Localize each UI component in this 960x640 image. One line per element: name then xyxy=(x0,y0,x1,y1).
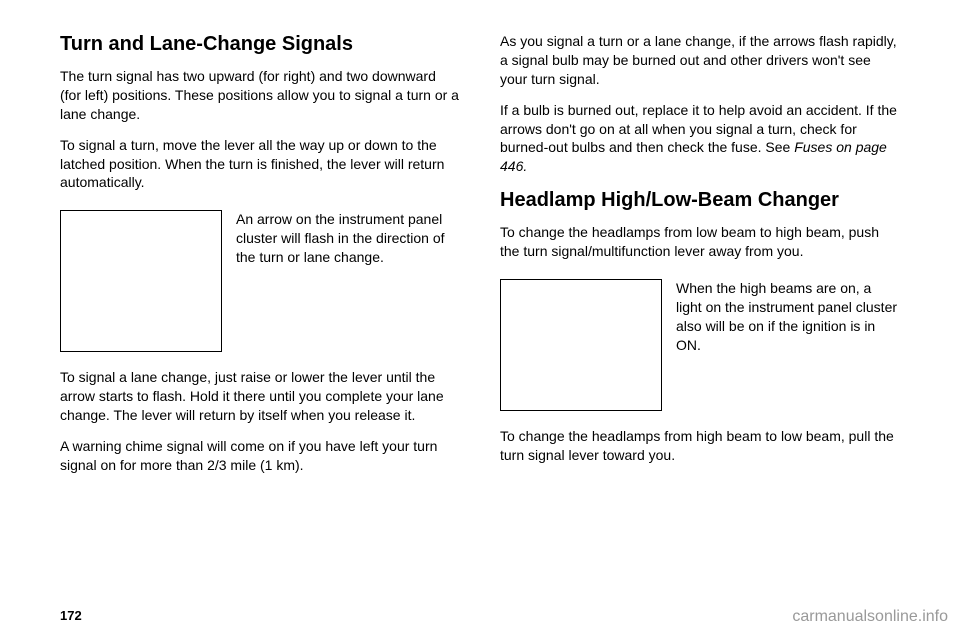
paragraph: To change the headlamps from low beam to… xyxy=(500,223,900,261)
paragraph: To change the headlamps from high beam t… xyxy=(500,427,900,465)
heading-headlamp-changer: Headlamp High/Low-Beam Changer xyxy=(500,188,900,213)
figure-caption: When the high beams are on, a light on t… xyxy=(676,279,900,355)
paragraph: To signal a turn, move the lever all the… xyxy=(60,136,460,193)
page-container: Turn and Lane-Change Signals The turn si… xyxy=(0,0,960,640)
paragraph: The turn signal has two upward (for righ… xyxy=(60,67,460,124)
paragraph: As you signal a turn or a lane change, i… xyxy=(500,32,900,89)
figure-row-turn: An arrow on the instrument panel cluster… xyxy=(60,210,460,352)
watermark-site: carmanualsonline.info xyxy=(792,608,948,626)
heading-turn-signals: Turn and Lane-Change Signals xyxy=(60,32,460,57)
left-column: Turn and Lane-Change Signals The turn si… xyxy=(60,32,460,620)
figure-caption: An arrow on the instrument panel cluster… xyxy=(236,210,460,267)
figure-placeholder xyxy=(60,210,222,352)
paragraph: A warning chime signal will come on if y… xyxy=(60,437,460,475)
page-footer: 172 carmanualsonline.info xyxy=(60,608,948,626)
paragraph: If a bulb is burned out, replace it to h… xyxy=(500,101,900,177)
page-number: 172 xyxy=(60,608,82,626)
figure-placeholder xyxy=(500,279,662,411)
paragraph: To signal a lane change, just raise or l… xyxy=(60,368,460,425)
figure-row-headlamp: When the high beams are on, a light on t… xyxy=(500,279,900,411)
right-column: As you signal a turn or a lane change, i… xyxy=(500,32,900,620)
